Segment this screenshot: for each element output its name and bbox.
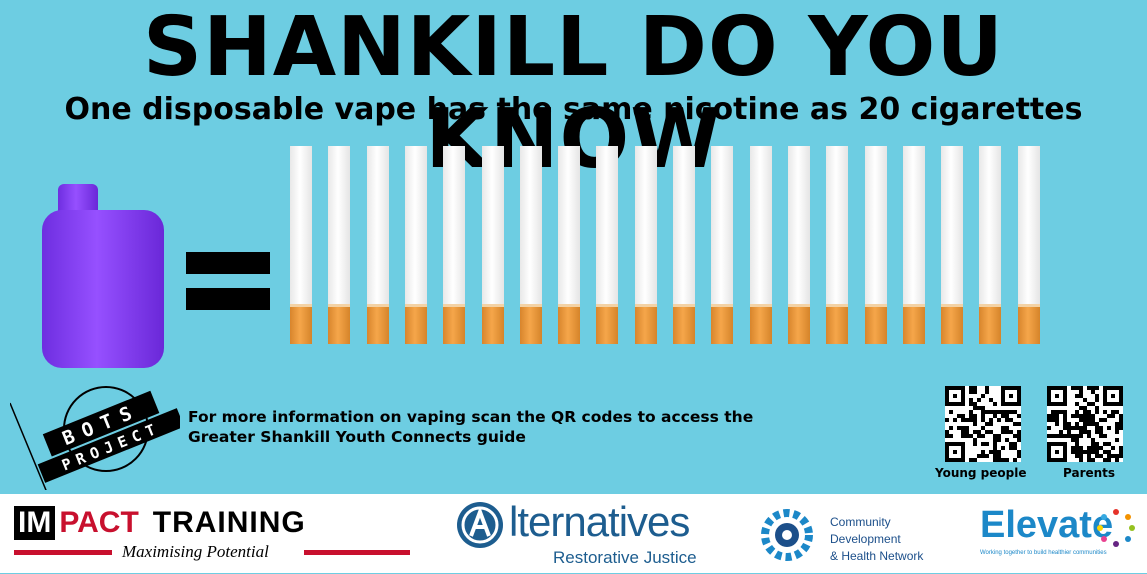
impact-training: TRAINING: [152, 506, 306, 539]
alternatives-logo: lternatives Restorative Justice: [457, 498, 709, 568]
qr-code-parents[interactable]: [1047, 386, 1123, 462]
cdhn-logo: Community Development & Health Network: [752, 500, 952, 570]
gear-icon: [761, 509, 813, 561]
alternatives-word: lternatives: [509, 498, 690, 545]
disposable-vape-icon: [36, 180, 168, 372]
cigarette-icon: [711, 146, 734, 344]
cigarette-icon: [787, 146, 810, 344]
elevate-word: Elevate: [980, 504, 1114, 546]
cigarette-icon: [596, 146, 619, 344]
info-line-1: For more information on vaping scan the …: [188, 408, 754, 426]
qr-label-parents: Parents: [1063, 466, 1116, 480]
cigarette-icon: [749, 146, 772, 344]
cigarette-icon: [673, 146, 695, 344]
alternatives-a-icon: [457, 502, 503, 548]
cigarette-icon: [941, 146, 964, 344]
cigarette-icon: [290, 146, 312, 344]
qr-code-icon: [1047, 386, 1123, 462]
cigarette-icon: [634, 146, 657, 344]
impact-im: IM: [14, 506, 56, 540]
qr-label-young-people: Young people: [935, 466, 1027, 480]
cdhn-line-3: & Health Network: [830, 549, 924, 563]
cdhn-line-2: Development: [830, 532, 901, 546]
cigarette-icon: [366, 146, 389, 344]
info-line-2: Greater Shankill Youth Connects guide: [188, 428, 526, 446]
elevate-logo: Elevate Working together to build health…: [976, 500, 1138, 570]
equals-icon: [186, 252, 270, 324]
cigarette-icon: [328, 146, 351, 344]
cigarette-icon: [519, 146, 542, 344]
cigarette-icon: [826, 146, 849, 344]
cigarette-icon: [864, 146, 887, 344]
impact-tagline: Maximising Potential: [122, 542, 269, 561]
page-title: SHANKILL DO YOU KNOW: [143, 0, 1004, 187]
alternatives-tagline: Restorative Justice: [553, 548, 697, 567]
cdhn-line-1: Community: [830, 515, 891, 529]
sunburst-icon: [1097, 509, 1135, 547]
cigarette-icon: [404, 146, 427, 344]
sponsor-footer: IM PACT TRAINING Maximising Potential lt…: [0, 494, 1147, 573]
cigarette-icon: [558, 146, 581, 344]
impact-pact: PACT: [59, 506, 139, 539]
impact-training-logo: IM PACT TRAINING Maximising Potential: [14, 506, 410, 561]
qr-code-young-people[interactable]: [945, 386, 1021, 462]
info-text: For more information on vaping scan the …: [188, 407, 753, 447]
elevate-tagline: Working together to build healthier comm…: [980, 550, 1107, 556]
cigarette-icon: [979, 146, 1002, 344]
page-subtitle: One disposable vape has the same nicotin…: [64, 92, 1083, 127]
cigarette-icon: [481, 146, 504, 344]
cigarette-icon: [1017, 146, 1040, 344]
cigarette-icon: [443, 146, 466, 344]
bots-project-logo: BOTS PROJECT: [9, 385, 185, 496]
cigarette-icon: [902, 146, 925, 344]
qr-code-icon: [945, 386, 1021, 462]
